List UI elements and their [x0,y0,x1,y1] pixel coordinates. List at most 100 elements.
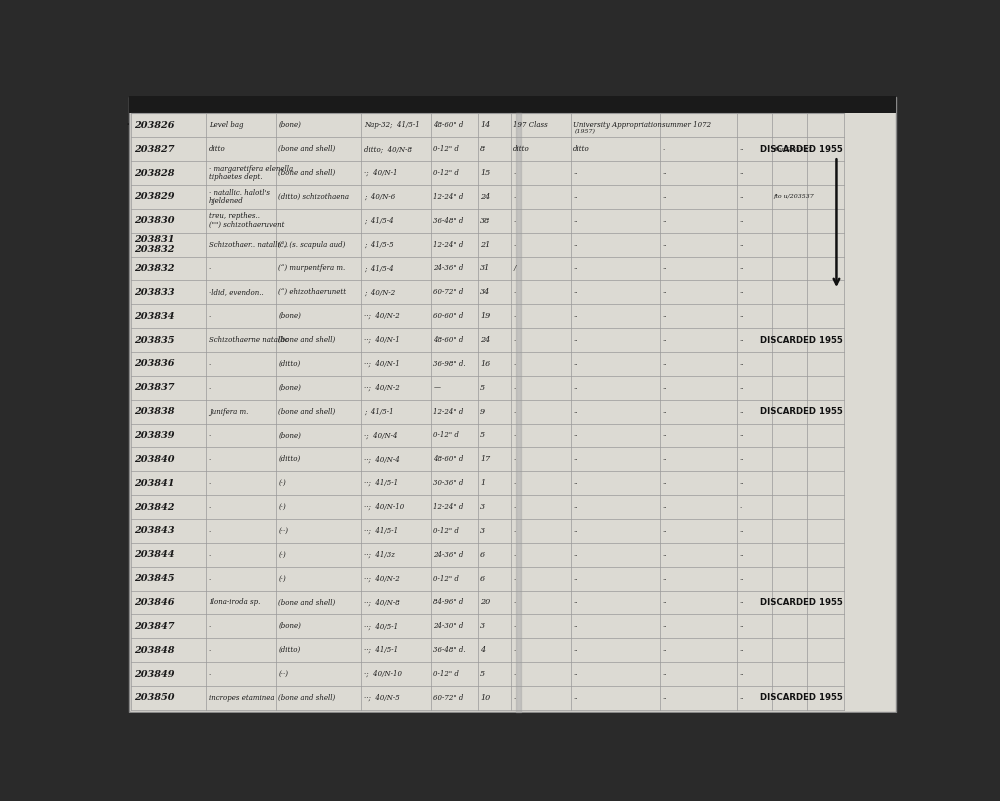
Text: 24: 24 [480,193,490,201]
Text: ··: ·· [662,646,667,654]
Text: ·: · [513,169,516,177]
Text: (bone): (bone) [278,384,301,392]
Text: ·: · [513,432,516,440]
Text: 8: 8 [480,145,485,153]
Text: ··: ·· [740,169,744,177]
Text: ··: ·· [662,574,667,582]
Text: (ditto): (ditto) [278,455,301,463]
Text: 10: 10 [480,694,490,702]
Text: ··;  40/N-2: ··; 40/N-2 [364,312,399,320]
Text: ··: ·· [740,312,744,320]
Text: 3: 3 [480,503,485,511]
Text: ··: ·· [662,479,667,487]
Text: ··: ·· [740,336,744,344]
Text: 4: 4 [480,646,485,654]
Text: treu, repthes..
("") schizothaeruvent: treu, repthes.. ("") schizothaeruvent [209,212,284,229]
Text: 38: 38 [480,217,490,225]
Text: ··: ·· [740,264,744,272]
Text: Junifera m.: Junifera m. [209,408,248,416]
Text: 12-24" d: 12-24" d [433,193,464,201]
Text: 5: 5 [480,670,485,678]
Text: ··: ·· [573,432,577,440]
Text: ·: · [209,527,211,535]
Text: ··: ·· [740,598,744,606]
Text: Nap-32;  41/5-1: Nap-32; 41/5-1 [364,121,419,129]
Text: ··: ·· [662,694,667,702]
Text: ··: ·· [662,264,667,272]
Text: Schizothaer.. natallic..: Schizothaer.. natallic.. [209,240,288,248]
Text: ·: · [513,336,516,344]
Text: ··: ·· [662,360,667,368]
Text: ;  41/5-4: ; 41/5-4 [364,264,393,272]
Text: ·;  40/N-1: ·; 40/N-1 [364,169,397,177]
Text: ··: ·· [573,622,577,630]
Text: 84-96" d: 84-96" d [433,598,464,606]
Text: ··: ·· [662,551,667,559]
Text: 3: 3 [480,527,485,535]
Text: ··;  40/N-8: ··; 40/N-8 [364,598,399,606]
Text: ··;  41/3z: ··; 41/3z [364,551,395,559]
Text: ··: ·· [740,670,744,678]
Text: ··: ·· [573,503,577,511]
Text: ditto: ditto [573,145,590,153]
Text: ··: ·· [662,193,667,201]
Text: ·: · [209,312,211,320]
Text: (bone): (bone) [278,121,301,129]
Text: 12-24" d: 12-24" d [433,408,464,416]
Text: summer 1072: summer 1072 [662,121,711,129]
Text: DISCARDED 1955: DISCARDED 1955 [760,145,843,154]
Text: (ditto) schizothaena: (ditto) schizothaena [278,193,349,201]
Text: (“) (s. scapula aud): (“) (s. scapula aud) [278,240,346,248]
Bar [129,96,896,114]
Text: 203832: 203832 [134,264,175,273]
Text: ··: ·· [740,574,744,582]
Text: ··: ·· [573,193,577,201]
Text: DISCARDED 1955: DISCARDED 1955 [760,336,843,344]
Text: ··: ·· [573,479,577,487]
Text: ··;  40/N-2: ··; 40/N-2 [364,574,399,582]
Text: ·: · [209,360,211,368]
Text: —: — [433,384,440,392]
Text: ·: · [209,479,211,487]
Text: 203846: 203846 [134,598,175,607]
Text: ·: · [209,264,211,272]
Text: ··: ·· [740,694,744,702]
Text: ·: · [209,574,211,582]
Text: (bone and shell): (bone and shell) [278,408,336,416]
Text: ··: ·· [662,312,667,320]
Text: ;  40/N-2: ; 40/N-2 [364,288,395,296]
Text: 0-12" d: 0-12" d [433,432,459,440]
Text: 21: 21 [480,240,490,248]
Text: ··: ·· [740,240,744,248]
Text: 203840: 203840 [134,455,175,464]
Text: Ilona-iroda sp.: Ilona-iroda sp. [209,598,260,606]
Text: ··: ·· [662,598,667,606]
Text: ditto;  40/N-8: ditto; 40/N-8 [364,145,412,153]
Text: ··: ·· [740,193,744,201]
Text: ··: ·· [573,360,577,368]
Text: 24: 24 [480,336,490,344]
Text: ··;  40/N-2: ··; 40/N-2 [364,384,399,392]
Text: (1957): (1957) [574,129,596,134]
Text: ··: ·· [662,455,667,463]
Text: ··: ·· [573,670,577,678]
Text: 5: 5 [480,384,485,392]
Text: ··: ·· [740,360,744,368]
Text: ·: · [513,217,516,225]
Text: 203839: 203839 [134,431,175,440]
Text: (bone and shell): (bone and shell) [278,145,336,153]
Text: ··: ·· [662,408,667,416]
Text: 6: 6 [480,551,485,559]
Text: ··: ·· [740,288,744,296]
Text: ··: ·· [573,527,577,535]
Text: ·: · [209,503,211,511]
Text: 203837: 203837 [134,383,175,392]
Text: Level bag: Level bag [209,121,243,129]
Text: ··: ·· [662,527,667,535]
Text: ·: · [513,574,516,582]
Text: · natallic. halotl's
hjeldened: · natallic. halotl's hjeldened [209,188,270,205]
Text: 48-60" d: 48-60" d [433,336,464,344]
Text: ·: · [513,527,516,535]
Text: ··;  40/5-1: ··; 40/5-1 [364,622,398,630]
Text: ··: ·· [740,217,744,225]
